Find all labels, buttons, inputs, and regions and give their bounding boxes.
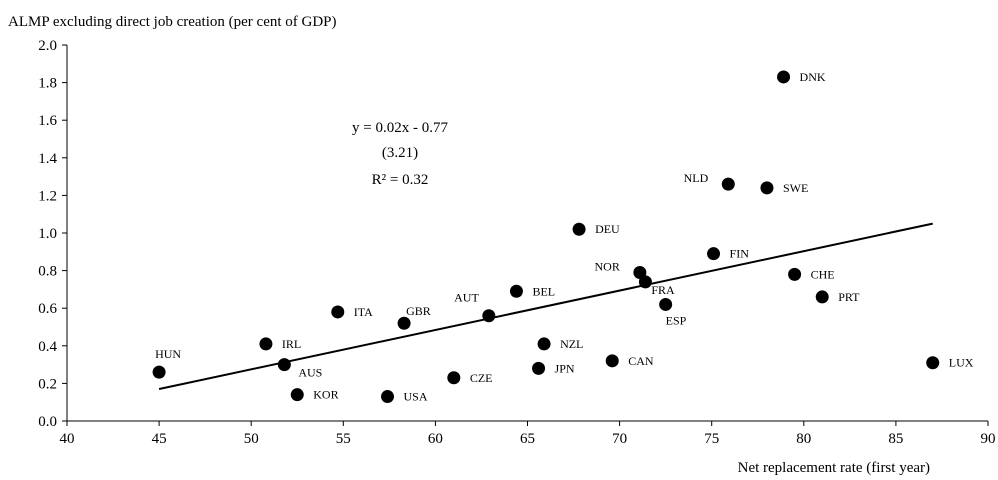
y-tick-label: 2.0 xyxy=(38,38,57,54)
x-tick-label: 80 xyxy=(796,431,811,447)
point-label: CHE xyxy=(811,267,835,281)
point xyxy=(638,275,652,289)
point-label: SWE xyxy=(783,181,808,195)
x-tick-label: 75 xyxy=(704,431,719,447)
point-label: LUX xyxy=(949,356,974,370)
point xyxy=(259,337,273,351)
x-tick-label: 45 xyxy=(152,431,167,447)
y-tick-label: 0.4 xyxy=(38,339,57,355)
x-tick-label: 65 xyxy=(520,431,535,447)
y-tick-label: 0.0 xyxy=(38,414,57,430)
point-label: NLD xyxy=(684,171,709,185)
point-label: NOR xyxy=(595,259,620,273)
trendline xyxy=(158,222,933,391)
x-tick-label: 55 xyxy=(336,431,351,447)
point xyxy=(381,390,395,404)
point-label: GBR xyxy=(406,304,431,318)
point xyxy=(277,358,291,372)
point xyxy=(926,356,940,370)
y-tick-label: 1.8 xyxy=(38,76,57,92)
point-label: JPN xyxy=(555,361,575,375)
y-tick-label: 0.2 xyxy=(38,376,57,392)
annotation: (3.21) xyxy=(382,145,418,161)
point-label: HUN xyxy=(155,347,181,361)
point xyxy=(532,361,546,375)
point xyxy=(537,337,551,351)
x-axis-title: Net replacement rate (first year) xyxy=(738,460,930,476)
point-label: FIN xyxy=(730,247,750,261)
y-tick-label: 0.6 xyxy=(38,301,57,317)
point-label: KOR xyxy=(313,388,338,402)
point-label: AUT xyxy=(454,291,479,305)
x-tick-label: 90 xyxy=(981,431,996,447)
point xyxy=(815,290,829,304)
point xyxy=(721,177,735,191)
y-tick-label: 0.8 xyxy=(38,264,57,280)
point-label: NZL xyxy=(560,337,583,351)
point-label: ESP xyxy=(666,313,687,327)
point xyxy=(509,284,523,298)
point-label: CAN xyxy=(628,354,654,368)
point xyxy=(482,309,496,323)
y-tick-label: 1.2 xyxy=(38,188,57,204)
annotation: R² = 0.32 xyxy=(372,172,429,188)
y-axis-title: ALMP excluding direct job creation (per … xyxy=(8,14,337,30)
y-tick-label: 1.6 xyxy=(38,113,57,129)
point xyxy=(397,316,411,330)
point-label: IRL xyxy=(282,337,301,351)
point xyxy=(152,365,166,379)
point-label: FRA xyxy=(651,283,675,297)
point-label: PRT xyxy=(838,290,860,304)
x-tick-label: 60 xyxy=(428,431,443,447)
point-label: USA xyxy=(404,390,428,404)
y-tick-label: 1.0 xyxy=(38,226,57,242)
point xyxy=(788,267,802,281)
point-label: CZE xyxy=(470,371,493,385)
x-tick-label: 50 xyxy=(244,431,259,447)
point xyxy=(707,247,721,261)
point xyxy=(633,265,647,279)
x-tick-label: 40 xyxy=(60,431,75,447)
point xyxy=(572,222,586,236)
point-label: BEL xyxy=(532,284,555,298)
point xyxy=(290,388,304,402)
point-label: ITA xyxy=(354,305,373,319)
point xyxy=(447,371,461,385)
point xyxy=(659,297,673,311)
y-tick-label: 1.4 xyxy=(38,151,57,167)
point-label: AUS xyxy=(298,366,322,380)
point-label: DEU xyxy=(595,222,620,236)
point xyxy=(605,354,619,368)
annotation: y = 0.02x - 0.77 xyxy=(352,120,448,136)
point-label: DNK xyxy=(800,70,826,84)
point xyxy=(331,305,345,319)
point xyxy=(760,181,774,195)
point xyxy=(777,70,791,84)
x-tick-label: 70 xyxy=(612,431,627,447)
x-tick-label: 85 xyxy=(888,431,903,447)
